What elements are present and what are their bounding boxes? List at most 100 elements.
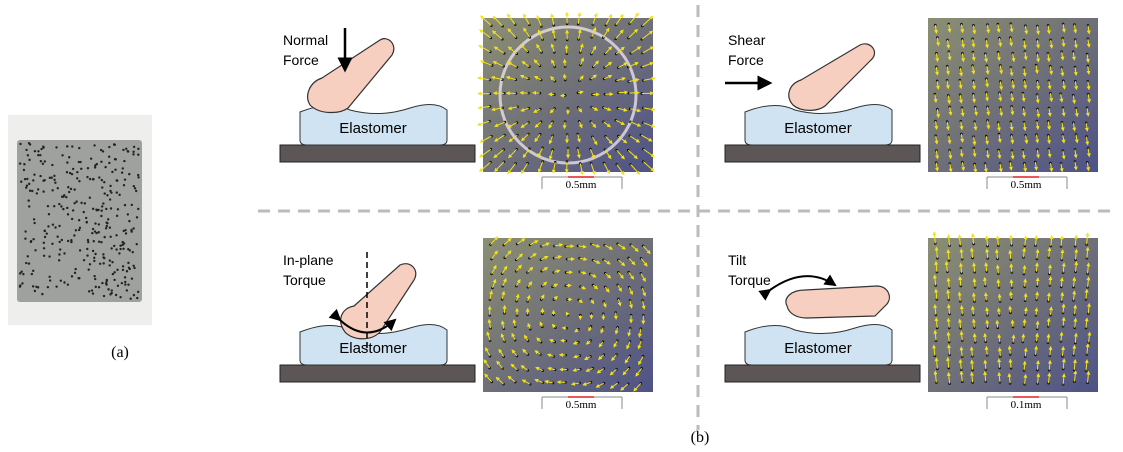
dot — [53, 175, 55, 177]
dot — [83, 259, 85, 261]
dot — [101, 282, 103, 284]
dot — [48, 276, 50, 278]
dot — [65, 196, 67, 198]
dot — [27, 154, 29, 156]
dot — [74, 202, 76, 204]
cell: ElastomerNormalForce0.5mm — [280, 13, 655, 191]
dot — [99, 263, 101, 265]
dot — [132, 151, 134, 153]
scale-label: 0.5mm — [566, 399, 597, 411]
dot — [32, 238, 34, 240]
dot — [91, 232, 93, 234]
dot — [108, 156, 110, 158]
dot — [66, 171, 68, 173]
dot — [78, 161, 80, 163]
dot — [53, 179, 55, 181]
dot — [42, 190, 44, 192]
ground — [725, 145, 920, 162]
dot — [122, 269, 124, 271]
dot — [34, 290, 36, 292]
dot — [51, 189, 53, 191]
dot — [119, 245, 121, 247]
finger — [789, 44, 875, 111]
dot — [63, 281, 65, 283]
dot — [61, 154, 63, 156]
dot — [107, 218, 109, 220]
dot — [94, 230, 96, 232]
dot — [86, 254, 88, 256]
dot — [58, 253, 60, 255]
dot — [133, 294, 135, 296]
dot — [34, 249, 36, 251]
force-label: Shear — [728, 32, 766, 48]
force-label: Torque — [728, 272, 771, 288]
dot — [127, 248, 129, 250]
dot — [47, 205, 49, 207]
force-label: Normal — [283, 32, 328, 48]
dot — [43, 230, 45, 232]
dot — [66, 161, 68, 163]
dot — [39, 154, 41, 156]
dot — [108, 162, 110, 164]
dot — [80, 168, 82, 170]
dot — [115, 158, 117, 160]
dot — [106, 194, 108, 196]
dot — [101, 205, 103, 207]
dot — [70, 239, 72, 241]
dot — [116, 269, 118, 271]
dot — [42, 145, 44, 147]
dot — [106, 222, 108, 224]
dot — [19, 143, 21, 145]
dot — [98, 176, 100, 178]
dot — [119, 248, 121, 250]
dot — [115, 294, 117, 296]
dot — [110, 207, 112, 209]
dot — [106, 225, 108, 227]
dot — [24, 178, 26, 180]
dot — [98, 231, 100, 233]
dot — [55, 146, 57, 148]
ground — [280, 365, 475, 382]
caption: (b) — [691, 429, 710, 446]
dot — [28, 205, 30, 207]
dot — [44, 236, 46, 238]
dot — [37, 188, 39, 190]
dot — [28, 262, 30, 264]
dot — [137, 154, 139, 156]
dot — [86, 221, 88, 223]
dot — [80, 202, 82, 204]
dot — [67, 240, 69, 242]
dot — [93, 257, 95, 259]
dot — [122, 265, 124, 267]
dot — [76, 171, 78, 173]
scale-label: 0.1mm — [1011, 399, 1042, 411]
dot — [68, 156, 70, 158]
displacement-arrow — [999, 295, 1000, 302]
dot — [31, 273, 33, 275]
dot — [115, 234, 117, 236]
dot — [61, 196, 63, 198]
dot — [58, 225, 60, 227]
dot — [78, 219, 80, 221]
displacement-arrow — [1036, 308, 1037, 315]
dot — [104, 166, 106, 168]
dot — [56, 235, 58, 237]
dot — [58, 203, 60, 205]
dot — [134, 187, 136, 189]
dot — [93, 144, 95, 146]
dot — [42, 163, 44, 165]
dot — [27, 255, 29, 257]
dot — [98, 286, 100, 288]
dot — [72, 168, 74, 170]
dot — [87, 167, 89, 169]
dot — [29, 143, 31, 145]
dot — [101, 179, 103, 181]
body-label: Elastomer — [339, 340, 407, 357]
dot — [22, 273, 24, 275]
dot — [125, 148, 127, 150]
dot — [60, 205, 62, 207]
displacement-arrow — [1026, 308, 1027, 315]
dot — [28, 199, 30, 201]
dot — [78, 180, 80, 182]
dot — [127, 213, 129, 215]
